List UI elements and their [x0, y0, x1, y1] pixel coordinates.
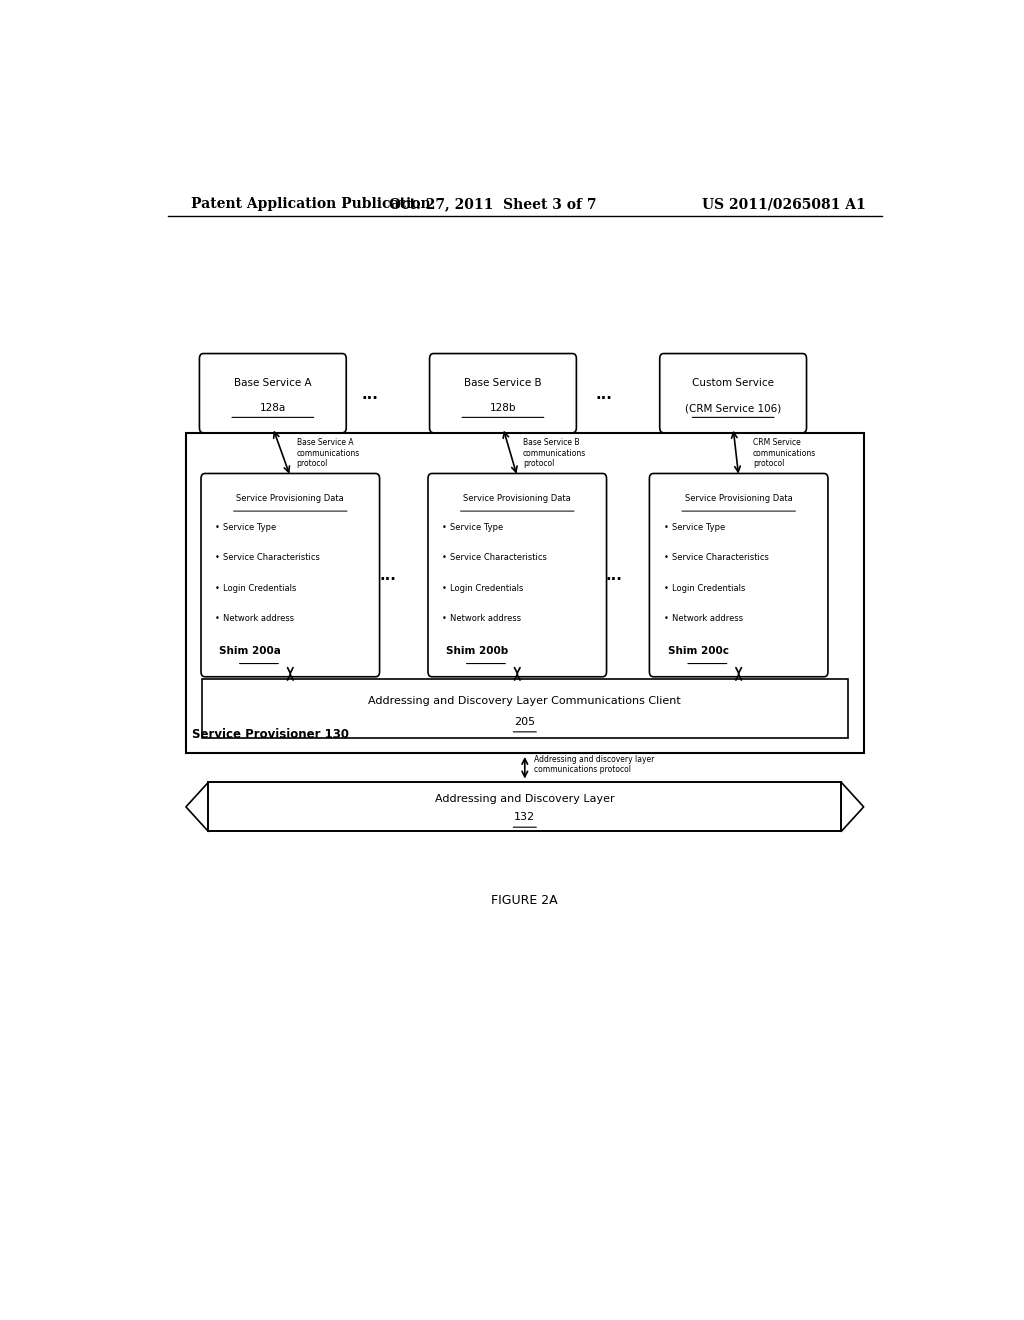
- Text: Service Characteristics: Service Characteristics: [451, 553, 547, 562]
- Text: Service Provisioning Data: Service Provisioning Data: [685, 495, 793, 503]
- Text: Patent Application Publication: Patent Application Publication: [191, 197, 431, 211]
- Text: Base Service A
communications
protocol: Base Service A communications protocol: [297, 438, 359, 469]
- Text: ...: ...: [605, 568, 623, 582]
- Text: Shim 200a: Shim 200a: [219, 647, 282, 656]
- Text: 132: 132: [514, 812, 536, 822]
- Text: Service Type: Service Type: [223, 523, 276, 532]
- FancyBboxPatch shape: [430, 354, 577, 433]
- Text: •: •: [442, 614, 447, 623]
- Text: Service Characteristics: Service Characteristics: [223, 553, 321, 562]
- FancyBboxPatch shape: [200, 354, 346, 433]
- Text: ...: ...: [361, 387, 379, 401]
- FancyBboxPatch shape: [201, 474, 380, 677]
- Text: Network address: Network address: [223, 614, 294, 623]
- Text: ...: ...: [379, 568, 396, 582]
- FancyBboxPatch shape: [649, 474, 828, 677]
- Bar: [202, 678, 848, 738]
- Text: Shim 200c: Shim 200c: [668, 647, 729, 656]
- Text: Base Service B: Base Service B: [464, 378, 542, 388]
- Bar: [186, 433, 863, 752]
- Text: Oct. 27, 2011  Sheet 3 of 7: Oct. 27, 2011 Sheet 3 of 7: [389, 197, 597, 211]
- Text: •: •: [664, 614, 669, 623]
- Text: Service Provisioning Data: Service Provisioning Data: [464, 495, 571, 503]
- Text: FIGURE 2A: FIGURE 2A: [492, 894, 558, 907]
- Text: Login Credentials: Login Credentials: [672, 583, 745, 593]
- Text: CRM Service
communications
protocol: CRM Service communications protocol: [753, 438, 816, 469]
- Text: Shim 200b: Shim 200b: [446, 647, 509, 656]
- Text: •: •: [664, 583, 669, 593]
- Text: •: •: [664, 553, 669, 562]
- Text: Service Characteristics: Service Characteristics: [672, 553, 768, 562]
- Text: 128a: 128a: [260, 404, 286, 413]
- Text: •: •: [664, 523, 669, 532]
- Text: 128b: 128b: [489, 404, 516, 413]
- FancyBboxPatch shape: [428, 474, 606, 677]
- Text: •: •: [215, 553, 220, 562]
- Text: ...: ...: [596, 387, 612, 401]
- Text: Addressing and discovery layer
communications protocol: Addressing and discovery layer communica…: [535, 755, 654, 775]
- Text: •: •: [442, 553, 447, 562]
- Text: Service Type: Service Type: [672, 523, 725, 532]
- Text: US 2011/0265081 A1: US 2011/0265081 A1: [702, 197, 866, 211]
- Text: Service Type: Service Type: [451, 523, 504, 532]
- Text: Custom Service: Custom Service: [692, 378, 774, 388]
- Text: Login Credentials: Login Credentials: [223, 583, 297, 593]
- Text: Base Service B
communications
protocol: Base Service B communications protocol: [523, 438, 586, 469]
- Bar: [208, 783, 842, 832]
- Text: Base Service A: Base Service A: [234, 378, 311, 388]
- Text: •: •: [442, 523, 447, 532]
- Text: (CRM Service 106): (CRM Service 106): [685, 404, 781, 413]
- Text: Login Credentials: Login Credentials: [451, 583, 523, 593]
- Text: Network address: Network address: [672, 614, 742, 623]
- Text: •: •: [215, 614, 220, 623]
- Text: •: •: [215, 523, 220, 532]
- Text: Service Provisioner 130: Service Provisioner 130: [193, 727, 349, 741]
- Text: •: •: [442, 583, 447, 593]
- Text: Network address: Network address: [451, 614, 521, 623]
- Text: Addressing and Discovery Layer Communications Client: Addressing and Discovery Layer Communica…: [369, 696, 681, 706]
- FancyBboxPatch shape: [659, 354, 807, 433]
- Text: Addressing and Discovery Layer: Addressing and Discovery Layer: [435, 793, 614, 804]
- Text: 205: 205: [514, 718, 536, 727]
- Text: Service Provisioning Data: Service Provisioning Data: [237, 495, 344, 503]
- Text: •: •: [215, 583, 220, 593]
